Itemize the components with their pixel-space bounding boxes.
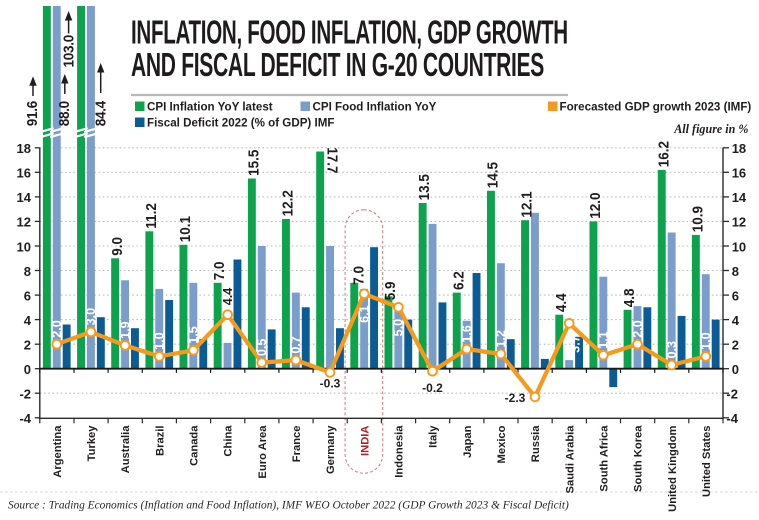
svg-text:14.5: 14.5	[485, 162, 502, 188]
svg-text:8: 8	[732, 264, 739, 279]
svg-text:United Kingdom: United Kingdom	[667, 425, 679, 511]
svg-text:-2: -2	[19, 387, 31, 402]
svg-text:Brazil: Brazil	[154, 426, 166, 456]
svg-text:18: 18	[732, 141, 746, 156]
svg-text:12: 12	[17, 215, 31, 230]
svg-text:United States: United States	[701, 426, 713, 498]
svg-text:18: 18	[17, 141, 31, 156]
svg-text:10: 10	[732, 239, 746, 254]
svg-text:CPI Inflation YoY latest: CPI Inflation YoY latest	[147, 101, 273, 114]
svg-text:Fiscal Deficit 2022 (% of GDP): Fiscal Deficit 2022 (% of GDP) IMF	[147, 117, 334, 130]
svg-text:1.5: 1.5	[187, 326, 201, 344]
svg-text:7.0: 7.0	[351, 266, 368, 285]
svg-text:INDIA: INDIA	[359, 426, 371, 456]
svg-text:15.5: 15.5	[246, 150, 263, 176]
svg-text:China: China	[223, 425, 235, 457]
svg-text:5.9: 5.9	[382, 282, 399, 301]
svg-text:3.0: 3.0	[84, 308, 98, 326]
svg-text:5.0: 5.0	[392, 319, 406, 337]
svg-text:1.9: 1.9	[118, 321, 132, 339]
svg-text:Forecasted GDP growth 2023 (IM: Forecasted GDP growth 2023 (IMF)	[560, 101, 752, 114]
svg-text:9.0: 9.0	[109, 237, 126, 256]
svg-text:Saudi Arabia: Saudi Arabia	[564, 425, 576, 494]
svg-text:Japan: Japan	[462, 425, 474, 457]
svg-text:-0.2: -0.2	[422, 381, 443, 395]
svg-text:14: 14	[17, 190, 32, 205]
svg-text:Euro Area: Euro Area	[257, 425, 269, 479]
svg-text:16.2: 16.2	[656, 141, 673, 167]
svg-text:1.2: 1.2	[494, 330, 508, 348]
svg-text:1.0: 1.0	[153, 332, 167, 350]
svg-text:-0.3: -0.3	[320, 376, 341, 390]
svg-text:1.0: 1.0	[699, 332, 713, 350]
svg-text:2: 2	[24, 338, 31, 353]
svg-text:-2: -2	[726, 387, 738, 402]
svg-text:CPI Food Inflation YoY: CPI Food Inflation YoY	[313, 101, 437, 114]
svg-text:3.7: 3.7	[569, 335, 583, 353]
svg-text:Argentina: Argentina	[52, 425, 64, 478]
svg-text:6: 6	[24, 288, 31, 303]
svg-text:16: 16	[17, 166, 31, 181]
svg-text:Russia: Russia	[530, 425, 542, 462]
svg-text:84.4: 84.4	[93, 101, 110, 127]
svg-text:4.4: 4.4	[553, 293, 570, 312]
svg-text:INFLATION, FOOD INFLATION, GDP: INFLATION, FOOD INFLATION, GDP GROWTH	[131, 13, 568, 50]
svg-text:-4: -4	[726, 411, 738, 426]
svg-text:4: 4	[732, 313, 740, 328]
svg-text:Australia: Australia	[120, 425, 132, 474]
svg-text:AND FISCAL DEFICIT IN G-20 COU: AND FISCAL DEFICIT IN G-20 COUNTRIES	[131, 46, 544, 83]
svg-text:14: 14	[732, 190, 747, 205]
svg-text:1.6: 1.6	[460, 325, 474, 343]
svg-text:South Africa: South Africa	[598, 425, 610, 492]
svg-text:91.6: 91.6	[25, 101, 42, 127]
svg-text:4.4: 4.4	[221, 288, 235, 306]
svg-text:All figure in %: All figure in %	[673, 122, 748, 136]
svg-text:-2.3: -2.3	[505, 391, 526, 405]
svg-text:2.0: 2.0	[631, 320, 645, 338]
svg-text:0.5: 0.5	[255, 339, 269, 357]
svg-text:Source : Trading Economics (In: Source : Trading Economics (Inflation an…	[8, 500, 569, 512]
svg-text:0: 0	[24, 362, 31, 377]
svg-text:Mexico: Mexico	[496, 425, 508, 463]
svg-text:11.2: 11.2	[143, 203, 160, 229]
svg-text:2: 2	[732, 338, 739, 353]
svg-text:4.8: 4.8	[622, 288, 639, 307]
svg-text:6: 6	[732, 288, 739, 303]
svg-text:17.7: 17.7	[323, 147, 340, 173]
svg-text:4: 4	[24, 313, 32, 328]
svg-text:Canada: Canada	[189, 425, 201, 466]
svg-text:16: 16	[732, 166, 746, 181]
svg-text:-4: -4	[19, 411, 31, 426]
svg-text:12: 12	[732, 215, 746, 230]
svg-text:0.3: 0.3	[665, 341, 679, 359]
svg-text:Germany: Germany	[325, 425, 337, 474]
svg-text:0: 0	[732, 362, 739, 377]
svg-text:Italy: Italy	[428, 425, 440, 448]
svg-text:Indonesia: Indonesia	[394, 425, 406, 478]
svg-text:France: France	[291, 426, 303, 463]
svg-text:Turkey: Turkey	[86, 425, 98, 462]
svg-text:88.0: 88.0	[57, 101, 74, 127]
svg-text:South Korea: South Korea	[633, 425, 645, 492]
svg-text:7.0: 7.0	[212, 261, 229, 280]
svg-text:1.1: 1.1	[597, 331, 611, 349]
svg-text:12.0: 12.0	[587, 193, 604, 219]
svg-text:10.1: 10.1	[177, 216, 194, 242]
svg-text:13.5: 13.5	[417, 174, 434, 200]
svg-text:12.2: 12.2	[280, 190, 297, 216]
svg-text:10: 10	[17, 239, 31, 254]
svg-text:8: 8	[24, 264, 31, 279]
svg-text:6.1: 6.1	[358, 305, 372, 323]
svg-text:6.2: 6.2	[451, 271, 468, 290]
svg-text:2.0: 2.0	[50, 320, 64, 338]
svg-text:12.1: 12.1	[519, 191, 536, 217]
svg-text:10.9: 10.9	[690, 206, 707, 232]
svg-text:103.0: 103.0	[61, 35, 78, 68]
svg-text:0.7: 0.7	[289, 336, 303, 354]
